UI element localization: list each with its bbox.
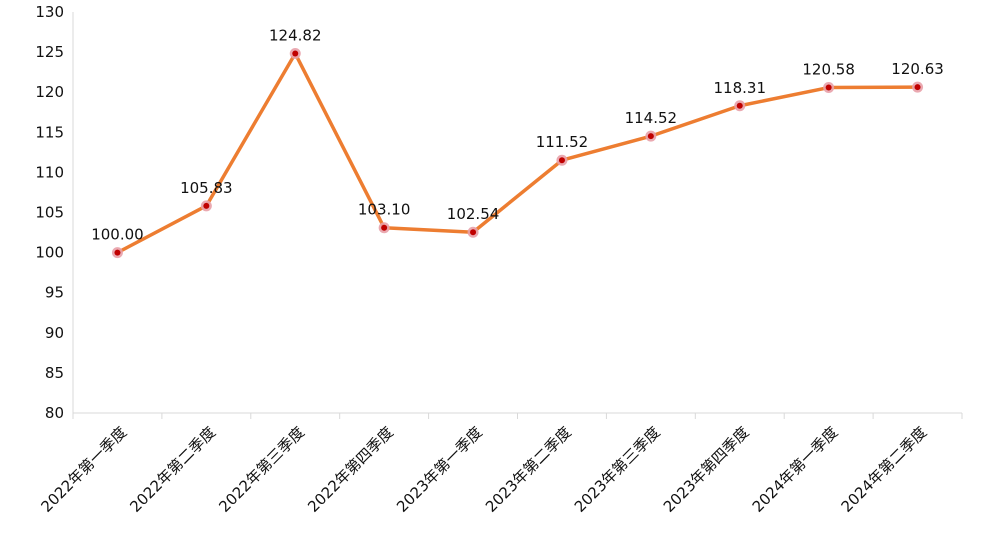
- data-point: [647, 133, 654, 140]
- data-label: 114.52: [625, 109, 678, 127]
- y-tick-label: 110: [35, 163, 64, 181]
- data-point: [558, 157, 565, 164]
- y-tick-label: 90: [45, 324, 64, 342]
- data-point: [381, 224, 388, 231]
- data-point: [736, 102, 743, 109]
- x-tick-label: 2023年第一季度: [393, 423, 486, 516]
- data-point: [470, 229, 477, 236]
- x-tick-label: 2022年第四季度: [304, 423, 397, 516]
- data-label: 124.82: [269, 27, 322, 45]
- data-point: [114, 249, 121, 256]
- data-label: 105.83: [180, 179, 233, 197]
- y-tick-label: 95: [45, 284, 64, 302]
- data-point: [914, 84, 921, 91]
- x-tick-label: 2024年第一季度: [749, 423, 842, 516]
- y-tick-label: 120: [35, 83, 64, 101]
- y-tick-label: 130: [35, 3, 64, 21]
- x-tick-label: 2022年第二季度: [126, 423, 219, 516]
- y-tick-label: 105: [35, 204, 64, 222]
- series-line: [116, 51, 918, 255]
- y-tick-label: 115: [35, 123, 64, 141]
- data-point: [203, 202, 210, 209]
- x-axis: 2022年第一季度2022年第二季度2022年第三季度2022年第四季度2023…: [38, 412, 963, 516]
- data-label: 100.00: [91, 226, 144, 244]
- data-point: [825, 84, 832, 91]
- data-label: 103.10: [358, 201, 411, 219]
- y-tick-label: 80: [45, 404, 64, 422]
- data-label: 120.63: [891, 60, 944, 78]
- x-tick-label: 2023年第四季度: [660, 423, 753, 516]
- data-label: 118.31: [714, 79, 767, 97]
- x-tick-label: 2023年第二季度: [482, 423, 575, 516]
- x-tick-label: 2022年第三季度: [215, 423, 308, 516]
- x-tick-label: 2024年第二季度: [838, 423, 931, 516]
- data-label: 102.54: [447, 205, 500, 223]
- data-point: [292, 50, 299, 57]
- data-label: 120.58: [802, 61, 855, 79]
- y-axis: 80 85 90 95 100 105 110 115 120 125 130: [35, 3, 74, 422]
- data-labels: 100.00 105.83 124.82 103.10 102.54 111.52 114.…: [91, 27, 944, 244]
- y-tick-label: 85: [45, 364, 64, 382]
- y-tick-label: 100: [35, 244, 64, 262]
- x-tick-label: 2022年第一季度: [38, 423, 131, 516]
- data-label: 111.52: [536, 133, 589, 151]
- y-tick-label: 125: [35, 43, 64, 61]
- x-tick-label: 2023年第三季度: [571, 423, 664, 516]
- series-layer: [111, 48, 924, 259]
